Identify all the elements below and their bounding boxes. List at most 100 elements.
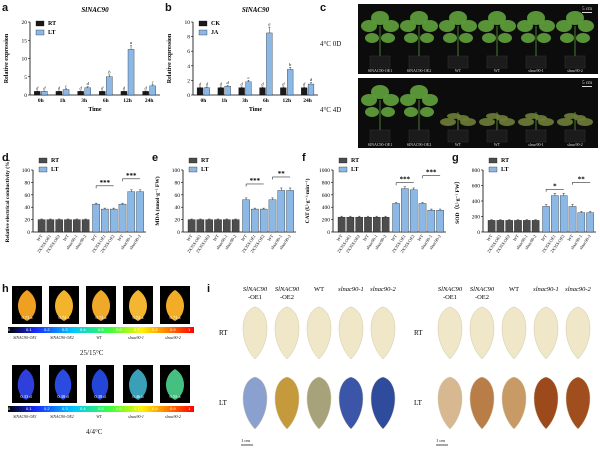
- bar-lt: [409, 189, 418, 233]
- y-tick-label: 800: [472, 168, 481, 174]
- stained-leaf: [533, 376, 559, 430]
- bar-lt: [542, 206, 550, 233]
- panel-label-f: f: [302, 152, 306, 164]
- column-header: SlNAC90: [275, 286, 300, 293]
- stained-leaf: [274, 306, 300, 360]
- y-axis-label: Relative expression: [167, 33, 173, 83]
- panel-f: f 0 200 400 600 800 1000 CAT (U·g⁻¹·min⁻¹) WT 2X…: [300, 150, 450, 280]
- scale-bar-label: 1 cm: [241, 438, 250, 443]
- legend-label: RT: [48, 21, 56, 27]
- color-scale-bar: [8, 406, 194, 412]
- plant-leaf: [361, 20, 377, 32]
- bar-rt: [142, 91, 149, 96]
- plant-leaf: [537, 33, 551, 43]
- y-tick-label: 40: [175, 205, 181, 211]
- bar-lt: [101, 208, 109, 233]
- fv-fm-value: 0.55 a: [170, 394, 181, 399]
- scale-tick-label: 0.6: [116, 327, 122, 332]
- plant-leaf: [383, 94, 399, 106]
- y-tick-label: 200: [472, 215, 481, 221]
- plant-leaf: [498, 33, 512, 43]
- plant-leaf: [422, 94, 438, 106]
- stained-leaf: [338, 306, 364, 360]
- plant-leaf: [449, 11, 467, 25]
- bar-rt: [496, 220, 505, 233]
- line-label: SlNAC90-OE1: [13, 335, 37, 340]
- legend-swatch: [198, 20, 208, 27]
- stained-leaf: [501, 306, 527, 360]
- plant-pot: [486, 55, 508, 69]
- column-header: SlNAC90: [470, 286, 495, 293]
- plant-leaf: [371, 11, 389, 25]
- y-tick-label: 20: [25, 218, 31, 224]
- y-tick-label: 2: [187, 78, 190, 84]
- scale-tick-label: 0.5: [98, 327, 104, 332]
- y-tick-label: 800: [322, 180, 331, 186]
- x-tick-label: 24h: [145, 98, 154, 104]
- row-label: LT: [414, 399, 423, 407]
- panel-g: g 0 200 400 600 800 SOD（U·g⁻¹ FW） WT 2X35S:OE1 2…: [450, 150, 600, 280]
- plant-label: WT: [494, 68, 501, 73]
- bar-ja: [203, 87, 210, 96]
- leaf-image: [91, 369, 109, 400]
- bar-rt: [346, 216, 355, 233]
- plant-leaf: [381, 107, 395, 117]
- line-label: slnac90-2: [165, 335, 181, 340]
- plant-pot: [525, 55, 547, 69]
- y-tick-label: 0: [187, 93, 190, 99]
- plant-pot: [447, 55, 469, 69]
- scale-tick-label: 0.4: [80, 327, 86, 332]
- panel-label-i: i: [207, 283, 211, 295]
- significance-letter: c: [248, 75, 250, 80]
- significance-stars: ***: [426, 169, 437, 177]
- plant-leaf: [422, 20, 438, 32]
- significance-stars: ***: [400, 176, 411, 184]
- plant-pot: [408, 129, 430, 143]
- y-tick-label: 40: [25, 205, 31, 211]
- plant-leaf: [361, 94, 377, 106]
- stained-leaf: [370, 306, 396, 360]
- legend-label: RT: [501, 158, 509, 164]
- legend-label: LT: [201, 167, 208, 173]
- plant-pot: [564, 55, 586, 69]
- stained-leaf: [469, 306, 495, 360]
- x-tick-label: WT: [566, 233, 574, 242]
- x-tick-label: WT: [266, 233, 274, 242]
- bar-lt: [242, 199, 250, 233]
- bar-rt: [55, 91, 63, 96]
- stained-leaf: [242, 376, 268, 430]
- stained-leaf: [437, 376, 463, 430]
- bar-lt: [568, 206, 577, 233]
- color-scale-ticks: 0 0.1 0.2 0.3 0.4 0.5 0.6 0.7 0.8 0.9 1: [8, 327, 194, 334]
- column-header: slnac90-1: [338, 286, 364, 293]
- row-label-4d: 4°C 4D: [320, 106, 342, 114]
- y-tick-label: 80: [175, 180, 181, 186]
- legend-label: LT: [501, 167, 508, 173]
- column-header: -OE1: [443, 294, 457, 301]
- y-tick-label: 8: [187, 35, 190, 41]
- x-tick-label: 3h: [81, 98, 87, 104]
- leaf-image: [129, 369, 147, 400]
- condition-label-4: 4/4°C: [86, 428, 103, 436]
- legend-label: RT: [201, 158, 209, 164]
- x-tick-label: 12h: [282, 98, 291, 104]
- bar-rt: [55, 219, 63, 233]
- plant-leaf: [521, 33, 535, 43]
- bar-rt: [34, 91, 41, 96]
- x-tick-label: WT: [116, 233, 124, 242]
- scale-tick-label: 0.7: [134, 406, 140, 411]
- stained-leaf: [565, 306, 591, 360]
- legend-swatch: [338, 157, 348, 164]
- x-tick-label: 3h: [242, 98, 248, 104]
- scale-tick-label: 1: [188, 327, 191, 332]
- plant-leaf: [539, 20, 555, 32]
- scale-tick-label: 0.3: [62, 406, 68, 411]
- bar-rt: [531, 220, 540, 233]
- x-tick-label: WT: [362, 233, 370, 242]
- stained-leaf: [533, 306, 559, 360]
- bar-lt: [41, 91, 48, 96]
- bar-lt: [268, 199, 277, 233]
- fv-fm-value: 0.74 a: [133, 315, 144, 320]
- legend-swatch: [35, 29, 45, 36]
- legend-label: RT: [351, 158, 359, 164]
